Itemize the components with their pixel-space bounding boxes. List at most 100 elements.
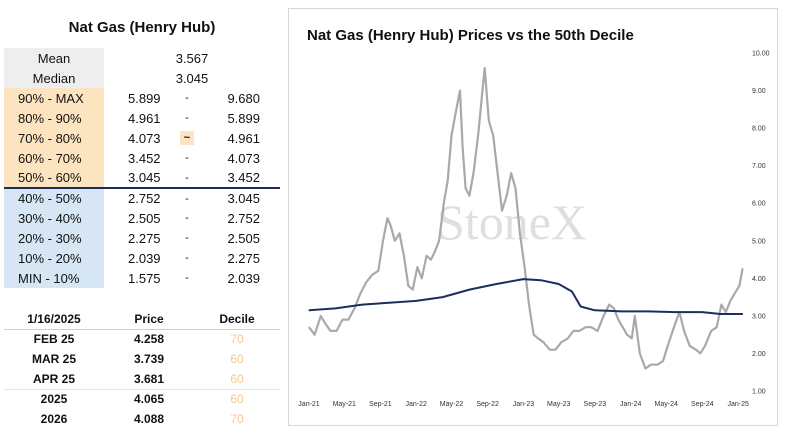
data-point [554,349,557,351]
decile-row: 70% - 80% 4.073 ~4.961 [4,128,280,148]
decile-sep-cell: - [170,248,204,268]
data-point [626,334,628,336]
data-point [524,266,526,268]
price-cell: 3.681 [133,371,165,386]
decile-separator: - [185,171,189,184]
data-point [430,259,432,261]
upper-deciles: 90% - MAX 5.899 - 9.680 80% - 90% 4.961 - 5.899… [4,88,280,188]
data-point [742,268,744,270]
data-point [450,135,453,137]
decile-separator: - [185,272,189,284]
data-point [540,279,542,281]
data-point [596,330,599,332]
decile-sep-cell: - [170,228,204,248]
data-point [621,310,623,312]
data-point [497,172,499,174]
data-point [656,364,658,366]
decile-label: 50% - 60% [4,168,104,188]
data-point [334,307,336,309]
data-point [683,330,685,332]
data-point [371,274,374,276]
decile-separator: - [185,212,189,224]
data-point [549,349,551,351]
data-point [492,135,494,137]
decile-low: 2.505 [128,210,161,226]
data-point [519,232,521,234]
data-point [622,326,624,328]
contract-cell: 2026 [40,412,68,426]
data-point [314,334,316,336]
data-point [421,277,423,279]
decile-cell: 60 [230,352,244,366]
data-point [603,315,605,317]
decile-cell: 70 [230,332,244,347]
data-point [382,240,384,242]
data-point [572,330,574,332]
x-tick-label: Jan-25 [727,401,749,408]
x-tick-label: Sep-23 [584,401,607,408]
watermark-logo: StoneX [437,194,587,250]
data-point [442,296,444,298]
decile-cell: 60 [194,388,280,409]
decile-sep-cell: - [170,168,204,188]
data-point [634,315,636,317]
data-point [631,337,633,339]
decile-row: 80% - 90% 4.961 - 5.899 [4,108,280,128]
data-point [336,330,338,332]
data-point [308,309,310,311]
mean-row: Mean 3.567 [4,48,280,68]
data-point [558,283,560,285]
x-tick-label: Jan-22 [406,401,428,408]
decile-low: 4.961 [128,110,161,126]
decile-label: MIN - 10% [4,268,104,288]
data-point [416,266,418,268]
data-point [522,278,524,280]
decile-sep-cell: - [170,148,204,168]
decile-50-line [308,278,743,315]
decile-high: 2.752 [227,210,260,226]
data-point [514,187,517,189]
decile-label: 30% - 40% [4,208,104,228]
data-point [398,232,401,234]
decile-low: 3.452 [128,150,161,166]
data-point [320,315,322,317]
data-point [484,67,486,69]
decile-label: 40% - 50% [4,187,104,208]
median-label: Median [4,68,104,88]
data-point [590,326,592,328]
data-point [647,310,649,312]
x-tick-label: Jan-21 [298,401,320,408]
henry-hub-price-line [308,66,744,370]
decile-separator: - [185,252,189,264]
decile-low: 2.039 [128,250,161,266]
decile-header: Decile [194,309,280,330]
mean-value: 3.567 [175,50,209,66]
current-decile-marker: ~ [180,131,194,145]
decile-low: 5.899 [128,90,161,106]
data-point [699,352,701,354]
data-point [725,311,727,313]
y-tick-label: 3.00 [752,313,766,320]
decile-high: 4.961 [227,130,260,146]
data-point [361,304,363,306]
price-row: APR 25 3.681 60 [4,369,280,389]
price-chart: StoneX 1.00 2.00 3.00 4.00 5.00 6.00 7.00 8.00 9… [298,51,769,409]
decile-row: 50% - 60% 3.045 - 3.452 [4,168,280,188]
data-point [353,307,356,309]
chart-panel: Nat Gas (Henry Hub) Prices vs the 50th D… [288,8,778,426]
data-point [407,285,409,287]
decile-label: 60% - 70% [4,148,104,168]
lower-deciles: 40% - 50% 2.752-3.045 30% - 40% 2.505-2.752… [4,187,280,288]
data-point [668,341,670,343]
decile-sep-cell: - [170,88,204,108]
data-point [528,304,530,306]
decile-sep-cell: ~ [170,128,204,148]
y-tick-label: 5.00 [752,238,766,245]
data-point [644,367,646,370]
data-point [324,322,326,324]
data-point [434,251,436,253]
data-point [415,300,417,302]
decile-label: 20% - 30% [4,228,104,248]
x-tick-label: Jan-23 [513,401,535,408]
x-tick-label: May-23 [547,401,570,408]
